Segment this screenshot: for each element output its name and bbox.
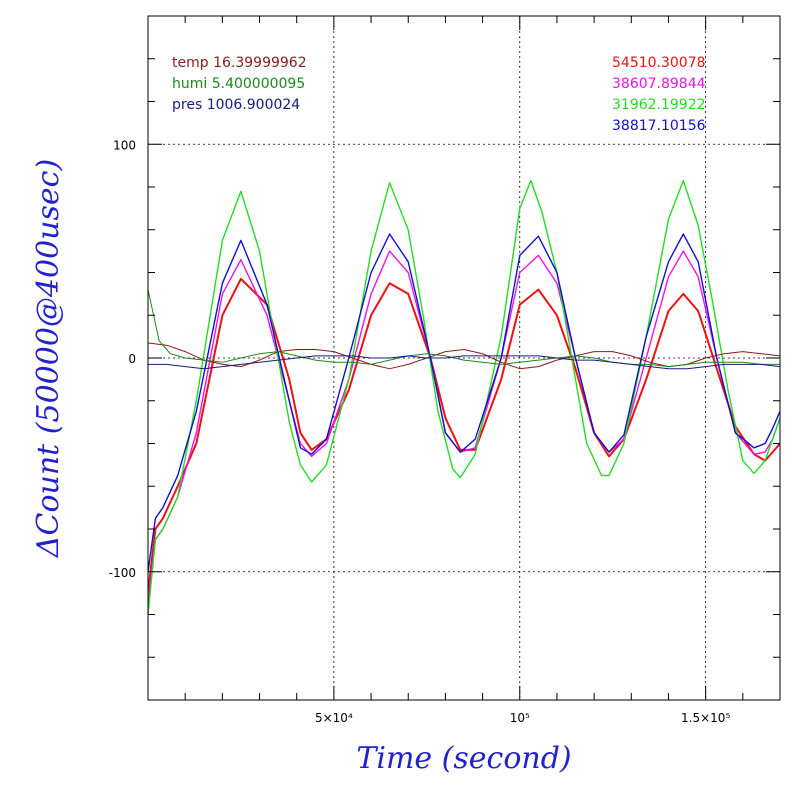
- y-tick-label-1: 0: [128, 352, 136, 366]
- legend: temp 16.39999962 humi 5.400000095 pres 100…: [172, 55, 706, 134]
- y-tick-label-0: 100: [113, 138, 136, 152]
- x-tick-label-2: 1.5×10⁵: [681, 711, 730, 725]
- y-tick-label-2: -100: [109, 566, 136, 580]
- legend-left-entry-1: humi 5.400000095: [172, 76, 305, 92]
- series-line-5: [148, 289, 780, 368]
- x-tick-label-0: 5×10⁴: [315, 711, 353, 725]
- y-axis-title: ΔCount (50000@400usec): [31, 159, 66, 558]
- plot-lines: [148, 179, 780, 615]
- x-axis-title: Time (second): [356, 741, 571, 776]
- series-line-2: [148, 179, 780, 615]
- legend-right-entry-2: 31962.19922: [612, 97, 706, 113]
- ticks: 5×10⁴ 10⁵ 1.5×10⁵ 100 0 -100: [109, 16, 780, 725]
- series-line-1: [148, 250, 780, 604]
- legend-right-entry-3: 38817.10156: [612, 118, 706, 134]
- legend-right-entry-1: 38607.89844: [612, 76, 706, 92]
- series-line-6: [148, 355, 780, 370]
- legend-left-entry-2: pres 1006.900024: [172, 97, 300, 113]
- series-line-3: [148, 233, 780, 572]
- legend-right-entry-0: 54510.30078: [612, 55, 706, 71]
- legend-left-entry-0: temp 16.39999962: [172, 55, 307, 71]
- x-tick-label-1: 10⁵: [510, 711, 530, 725]
